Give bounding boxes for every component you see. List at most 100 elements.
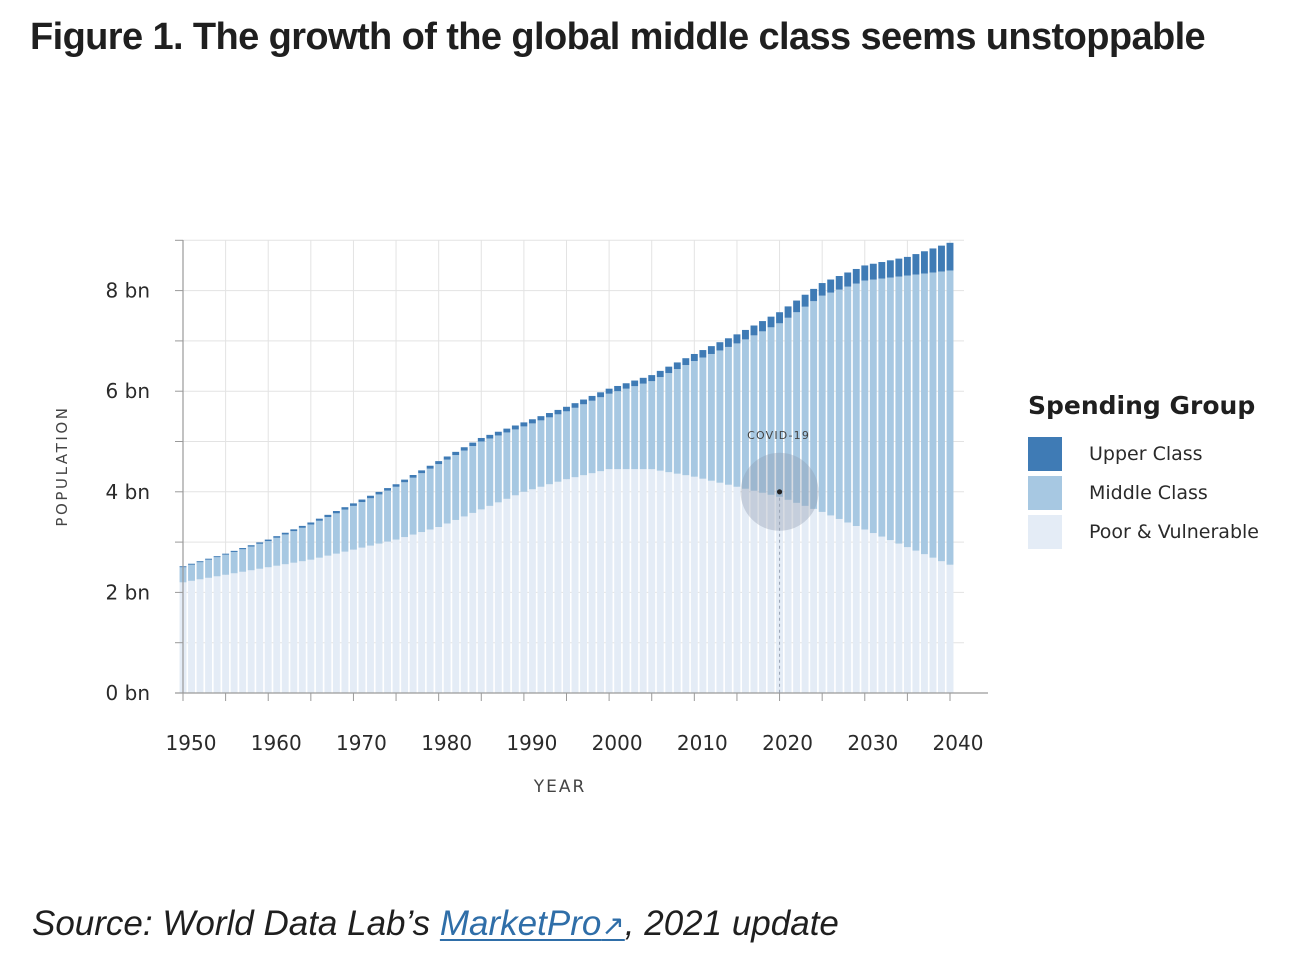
bar-middle-class (724, 346, 732, 485)
bar-upper-class (682, 358, 690, 366)
bar-middle-class (384, 490, 391, 542)
bar-poor-vulnerable (341, 551, 349, 693)
bar-poor-vulnerable (852, 526, 860, 693)
bar-middle-class (639, 383, 647, 470)
bar-poor-vulnerable (486, 505, 494, 693)
bar-poor-vulnerable (426, 529, 434, 693)
bar-upper-class (614, 385, 622, 392)
bar-poor-vulnerable (844, 522, 852, 693)
bar-middle-class (298, 527, 306, 562)
bar-middle-class (520, 426, 528, 492)
bar-poor-vulnerable (810, 508, 818, 693)
bar-poor-vulnerable (707, 480, 715, 693)
bar-poor-vulnerable (375, 543, 383, 693)
bar-upper-class (409, 474, 417, 478)
bar-middle-class (648, 381, 656, 470)
bar-upper-class (920, 251, 928, 274)
bar-middle-class (605, 393, 613, 470)
bar-upper-class (648, 375, 656, 382)
bar-poor-vulnerable (435, 527, 443, 693)
bar-poor-vulnerable (452, 519, 460, 693)
bar-middle-class (367, 498, 374, 546)
bar-middle-class (546, 417, 553, 485)
bar-poor-vulnerable (742, 488, 749, 693)
bar-middle-class (801, 306, 809, 506)
bar-poor-vulnerable (222, 574, 230, 693)
bar-middle-class (946, 270, 954, 565)
bar-upper-class (494, 431, 502, 436)
bar-middle-class (477, 441, 485, 510)
bar-poor-vulnerable (239, 571, 247, 693)
bar-middle-class (358, 502, 366, 548)
bar-upper-class (222, 553, 230, 555)
bar-poor-vulnerable (205, 577, 213, 693)
bar-upper-class (580, 399, 587, 405)
bar-middle-class (315, 520, 323, 558)
bar-poor-vulnerable (673, 473, 681, 693)
bar-poor-vulnerable (520, 491, 528, 693)
bar-poor-vulnerable (622, 469, 630, 693)
external-link-icon: ↗ (601, 910, 625, 941)
bar-poor-vulnerable (273, 565, 281, 693)
bar-poor-vulnerable (588, 473, 596, 693)
bar-poor-vulnerable (801, 505, 809, 693)
bar-poor-vulnerable (639, 469, 647, 693)
bar-upper-class (563, 406, 570, 412)
bar-middle-class (213, 557, 221, 577)
chart-bars (179, 242, 954, 693)
bar-poor-vulnerable (648, 469, 656, 693)
bar-upper-class (324, 514, 332, 518)
bar-poor-vulnerable (384, 541, 391, 693)
legend-swatch (1028, 476, 1062, 510)
bar-poor-vulnerable (886, 540, 894, 693)
bar-upper-class (358, 499, 366, 503)
bar-upper-class (895, 258, 903, 277)
bar-upper-class (767, 316, 775, 328)
y-axis-title: POPULATION (53, 405, 71, 526)
bar-upper-class (460, 447, 468, 451)
bar-upper-class (801, 294, 809, 307)
bar-middle-class (810, 301, 818, 509)
bar-upper-class (256, 542, 264, 544)
bar-middle-class (341, 509, 349, 552)
bar-middle-class (767, 327, 775, 495)
bar-middle-class (332, 513, 340, 554)
bar-upper-class (426, 465, 434, 469)
bar-middle-class (264, 541, 272, 568)
legend-swatch (1028, 515, 1062, 549)
bar-upper-class (631, 380, 639, 387)
bar-middle-class (938, 271, 945, 562)
bar-upper-class (878, 262, 886, 279)
bar-upper-class (503, 428, 511, 433)
bar-middle-class (699, 357, 707, 479)
bar-middle-class (503, 432, 511, 499)
bar-upper-class (571, 403, 579, 408)
bar-middle-class (878, 278, 886, 537)
bar-middle-class (733, 343, 741, 487)
bar-poor-vulnerable (605, 469, 613, 693)
bar-middle-class (869, 279, 877, 534)
bar-poor-vulnerable (418, 532, 426, 693)
bar-middle-class (469, 446, 477, 513)
bar-middle-class (486, 438, 494, 506)
bar-upper-class (818, 283, 826, 296)
bar-upper-class (247, 545, 255, 547)
bar-upper-class (724, 338, 732, 347)
bar-upper-class (281, 532, 289, 535)
bar-poor-vulnerable (571, 477, 579, 693)
bar-upper-class (639, 377, 647, 384)
bar-middle-class (707, 353, 715, 481)
bar-middle-class (188, 564, 195, 581)
bar-upper-class (861, 265, 869, 281)
bar-middle-class (349, 505, 357, 550)
bar-poor-vulnerable (750, 490, 758, 693)
x-axis-title: YEAR (533, 777, 587, 797)
bar-poor-vulnerable (929, 557, 937, 693)
bar-upper-class (716, 342, 724, 351)
chart-legend: Spending Group Upper Class Middle Class Poo… (1028, 391, 1259, 549)
bar-upper-class (205, 558, 213, 560)
marketpro-link[interactable]: MarketPro↗ (440, 904, 625, 943)
bar-upper-class (486, 434, 494, 439)
source-prefix: Source: World Data Lab’s (32, 904, 440, 943)
bar-poor-vulnerable (818, 511, 826, 693)
